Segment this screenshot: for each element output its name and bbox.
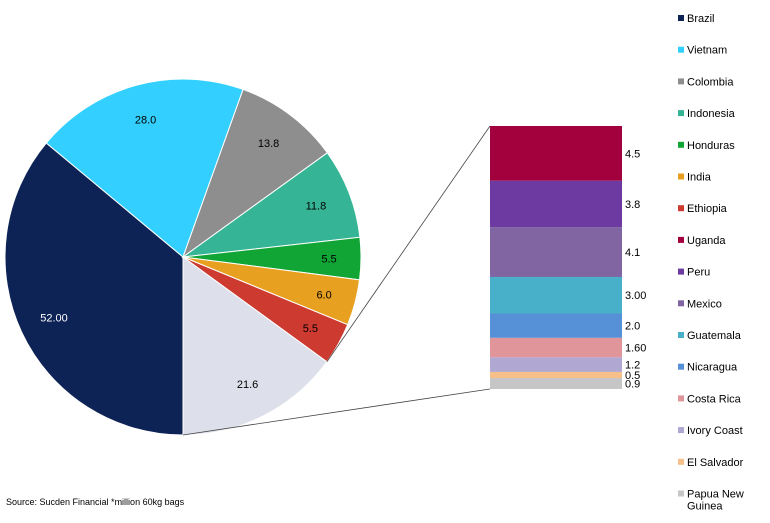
legend-entry-costa-rica: Costa Rica (678, 393, 742, 405)
legend-entry-indonesia: Indonesia (678, 108, 736, 120)
legend-swatch-uganda (678, 236, 684, 243)
legend-entry-guatemala: Guatemala (678, 330, 742, 342)
legend-entry-ethiopia: Ethiopia (678, 203, 728, 215)
pie-label-indonesia: 11.8 (306, 201, 327, 213)
legend-label-vietnam: Vietnam (687, 45, 727, 57)
bar-label-el-salvador: 0.5 (625, 370, 640, 382)
legend-label-india: India (687, 172, 712, 184)
bar-label-guatemala: 3.00 (625, 290, 646, 302)
legend-swatch-ivory-coast (678, 427, 684, 434)
legend-swatch-papua-new-guinea (678, 490, 684, 497)
legend-label-guatemala: Guatemala (687, 330, 742, 342)
legend-label-costa-rica: Costa Rica (687, 393, 742, 405)
pie-slice-brazil (4, 142, 184, 436)
bar-segment-ivory-coast (490, 357, 622, 372)
pie-label-vietnam: 28.0 (135, 115, 156, 127)
legend-entry-peru: Peru (678, 267, 710, 279)
legend-label-brazil: Brazil (687, 13, 715, 25)
bar-label-ivory-coast: 1.2 (625, 360, 640, 372)
pie-label-colombia: 13.8 (258, 138, 279, 150)
legend-entry-el-salvador: El Salvador (678, 457, 744, 469)
legend-swatch-brazil (678, 15, 684, 21)
bar-label-uganda: 4.5 (625, 148, 640, 160)
pie-label-honduras: 5.5 (321, 253, 336, 265)
legend-swatch-el-salvador (678, 458, 684, 465)
bar-segment-nicaragua (490, 313, 622, 338)
pie-slice-vietnam (45, 78, 244, 258)
legend-swatch-vietnam (678, 46, 684, 53)
legend-swatch-guatemala (678, 332, 684, 338)
legend-label-honduras: Honduras (687, 140, 735, 152)
legend-swatch-nicaragua (678, 363, 684, 370)
legend-entry-india: India (678, 172, 712, 184)
pie-label-others: 21.6 (237, 379, 258, 391)
bar-label-peru: 3.8 (625, 199, 640, 211)
legend-swatch-costa-rica (678, 395, 684, 402)
bar-segment-costa-rica (490, 337, 622, 358)
connector-top (326, 125, 491, 363)
pie-slice-colombia (181, 88, 329, 259)
legend-swatch-honduras (678, 141, 684, 148)
legend-entry-honduras: Honduras (678, 140, 735, 152)
pie-label-brazil: 52.00 (40, 312, 68, 324)
source-note: Source: Sucden Financial *million 60kg b… (6, 497, 185, 507)
legend-swatch-india (678, 173, 684, 180)
legend-entry-mexico: Mexico (678, 298, 722, 310)
bar-label-papua-new-guinea: 0.9 (625, 379, 640, 391)
pie-slice-indonesia (181, 152, 361, 258)
legend-entry-vietnam: Vietnam (678, 45, 727, 57)
legend-label-peru: Peru (687, 267, 710, 279)
bar-segment-papua-new-guinea (490, 378, 622, 389)
pie-label-india: 6.0 (316, 289, 331, 301)
legend-swatch-peru (678, 268, 684, 275)
legend-label-nicaragua: Nicaragua (687, 362, 738, 374)
bar-segment-peru (490, 180, 622, 228)
legend: Brazil Vietnam Colombia Indonesia Honduras In… (678, 13, 744, 513)
legend-swatch-indonesia (678, 110, 684, 117)
legend-entry-uganda: Uganda (678, 235, 726, 247)
legend-entry-ivory-coast: Ivory Coast (678, 425, 743, 437)
pie-slice-others (182, 256, 328, 436)
bar-segment-guatemala (490, 276, 622, 314)
bar-segment-el-salvador (490, 371, 622, 379)
legend-label-el-salvador: El Salvador (687, 457, 744, 469)
legend-swatch-colombia (678, 78, 684, 85)
bar-segment-uganda (490, 126, 622, 181)
bar-label-mexico: 4.1 (625, 247, 640, 259)
breakout-bar: 4.5 3.8 4.1 3.00 2.0 1.60 1.20.50.9 (490, 126, 646, 391)
pie-label-ethiopia: 5.5 (303, 323, 318, 335)
legend-entry-brazil: Brazil (678, 13, 715, 25)
legend-entry-nicaragua: Nicaragua (678, 362, 738, 374)
bar-label-nicaragua: 2.0 (625, 321, 640, 333)
breakout-connectors (182, 125, 491, 436)
bar-label-costa-rica: 1.60 (625, 343, 646, 355)
legend-label-mexico: Mexico (687, 298, 722, 310)
legend-label-colombia: Colombia (687, 76, 734, 88)
legend-label-indonesia: Indonesia (687, 108, 736, 120)
bar-segment-mexico (490, 227, 622, 277)
legend-swatch-ethiopia (678, 205, 684, 212)
main-pie: 52.00 28.0 13.8 11.8 5.5 6.0 5.5 21.6 (4, 78, 362, 436)
connector-bottom (182, 388, 491, 436)
legend-entry-colombia: Colombia (678, 76, 734, 88)
legend-label-ivory-coast: Ivory Coast (687, 425, 743, 437)
legend-label-uganda: Uganda (687, 235, 726, 247)
legend-label-papua-new-guinea-line2: Guinea (687, 501, 723, 513)
legend-label-papua-new-guinea: Papua New (687, 489, 744, 501)
legend-swatch-mexico (678, 300, 684, 307)
legend-label-ethiopia: Ethiopia (687, 203, 728, 215)
